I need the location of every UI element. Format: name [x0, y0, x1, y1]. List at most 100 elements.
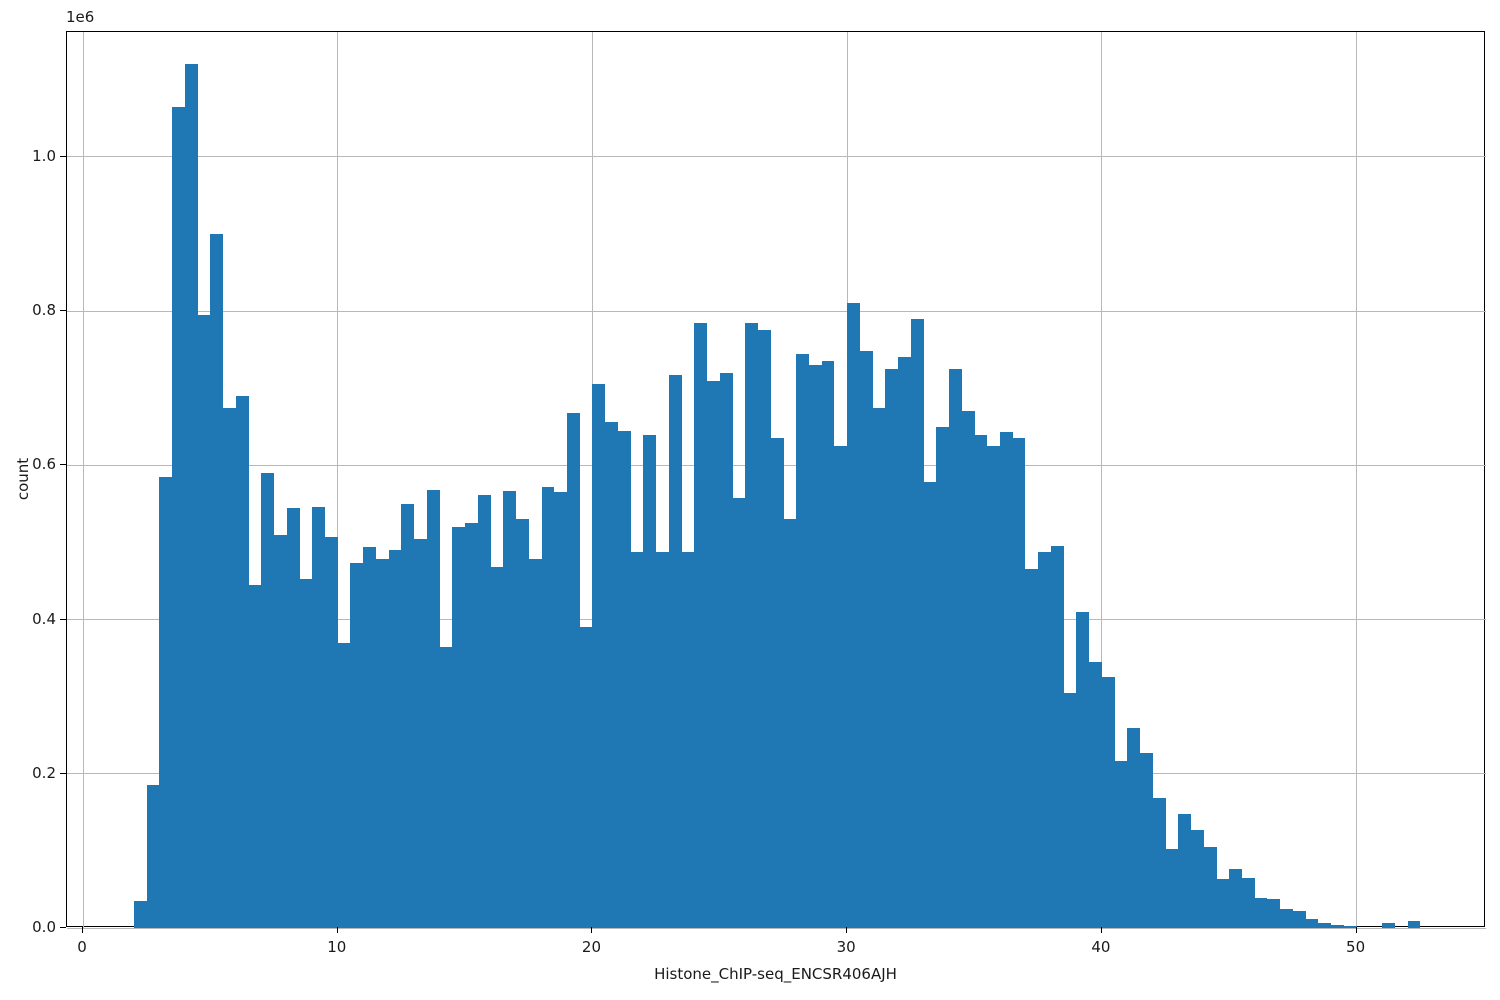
histogram-bar: [1382, 922, 1395, 928]
histogram-bar: [1241, 877, 1255, 928]
histogram-bar: [350, 562, 364, 928]
x-tick-label: 30: [836, 938, 856, 956]
histogram-bar: [1343, 926, 1357, 928]
histogram-bar: [808, 365, 822, 928]
histogram-bar: [987, 446, 1000, 928]
histogram-bar: [783, 519, 797, 928]
y-tick-label: 0.2: [32, 763, 56, 782]
histogram-bar: [1114, 760, 1128, 928]
histogram-bar: [146, 785, 160, 928]
histogram-bar: [1216, 879, 1230, 928]
y-tick-label: 0.6: [32, 455, 56, 474]
plot-area: [66, 31, 1486, 929]
histogram-bar: [1000, 432, 1013, 928]
histogram-bar: [758, 330, 771, 928]
gridline-y-0.0: [67, 927, 1486, 929]
histogram-bar: [516, 519, 529, 928]
histogram-bar: [1127, 727, 1141, 928]
histogram-bar: [248, 584, 262, 928]
histogram-bar: [1280, 908, 1293, 928]
histogram-bar: [1407, 921, 1421, 928]
histogram-bar: [172, 106, 185, 928]
histogram-bar: [1063, 692, 1077, 928]
y-tick-mark: [60, 927, 66, 928]
y-tick-mark: [60, 155, 66, 157]
histogram-bar: [1318, 922, 1332, 928]
histogram-bar: [885, 368, 899, 928]
histogram-bar: [1267, 899, 1281, 928]
histogram-bar: [325, 537, 338, 928]
histogram-bar: [503, 490, 517, 928]
histogram-bar: [375, 559, 389, 928]
histogram-bar: [872, 407, 886, 928]
histogram-bar: [668, 375, 682, 928]
histogram-bar: [643, 434, 657, 928]
x-tick-mark: [1355, 927, 1357, 933]
histogram-bar: [1292, 911, 1306, 928]
histogram-bar: [159, 476, 173, 928]
histogram-bar: [1203, 847, 1217, 928]
y-tick-mark: [60, 618, 66, 620]
histogram-bar: [286, 507, 300, 928]
histogram-bar: [477, 494, 491, 928]
histogram-bar: [528, 559, 542, 928]
x-tick-mark: [336, 927, 338, 933]
gridline-x-50: [1356, 32, 1358, 928]
histogram-bar: [1140, 752, 1153, 928]
x-tick-mark: [846, 927, 848, 933]
y-tick-label: 0.0: [32, 918, 56, 936]
histogram-bar: [197, 314, 211, 928]
x-tick-mark: [591, 927, 593, 933]
histogram-bar: [541, 486, 555, 928]
histogram-bar: [1305, 918, 1319, 928]
histogram-bar: [745, 322, 759, 928]
histogram-bar: [898, 357, 911, 928]
histogram-bar: [1254, 897, 1268, 928]
histogram-bar: [630, 552, 644, 928]
histogram-bar: [834, 446, 848, 928]
histogram-bar: [910, 318, 924, 928]
histogram-bar: [1050, 546, 1064, 928]
y-tick-label: 1.0: [32, 146, 56, 165]
x-axis-label: Histone_ChIP-seq_ENCSR406AJH: [654, 965, 897, 983]
histogram-bar: [223, 407, 236, 928]
histogram-bar: [796, 353, 809, 928]
histogram-bar: [1191, 830, 1204, 928]
histogram-bar: [1012, 438, 1026, 928]
y-tick-mark: [60, 464, 66, 466]
histogram-bar: [923, 482, 937, 928]
histogram-bar: [1076, 611, 1090, 928]
histogram-bar: [312, 506, 326, 928]
histogram-bar: [337, 643, 351, 928]
gridline-x-10: [337, 32, 339, 928]
histogram-bar: [732, 497, 746, 928]
histogram-bar: [1025, 569, 1039, 928]
histogram-bar: [847, 303, 860, 928]
gridline-x-40: [1101, 32, 1103, 928]
histogram-bar: [1331, 924, 1344, 928]
histogram-bar: [592, 384, 606, 928]
histogram-bar: [1229, 869, 1242, 928]
histogram-bar: [694, 322, 708, 928]
histogram-bar: [439, 646, 453, 928]
histogram-bar: [490, 567, 504, 928]
histogram-bar: [821, 361, 835, 928]
histogram-bar: [452, 527, 466, 928]
x-tick-label: 50: [1346, 938, 1366, 956]
x-tick-label: 0: [77, 938, 87, 956]
histogram-bar: [1101, 676, 1115, 928]
histogram-bar: [235, 395, 249, 928]
histogram-bar: [681, 552, 695, 928]
histogram-bar: [656, 552, 669, 928]
histogram-bar: [859, 351, 873, 928]
histogram-bar: [363, 547, 376, 928]
histogram-bar: [299, 579, 313, 928]
gridline-y-0.8: [67, 310, 1486, 312]
y-axis-offset-label: 1e6: [66, 8, 95, 26]
histogram-bar: [605, 422, 618, 928]
histogram-bar: [707, 380, 720, 928]
histogram-bar: [210, 234, 224, 928]
histogram-bar: [1152, 798, 1166, 928]
x-tick-label: 40: [1091, 938, 1111, 956]
